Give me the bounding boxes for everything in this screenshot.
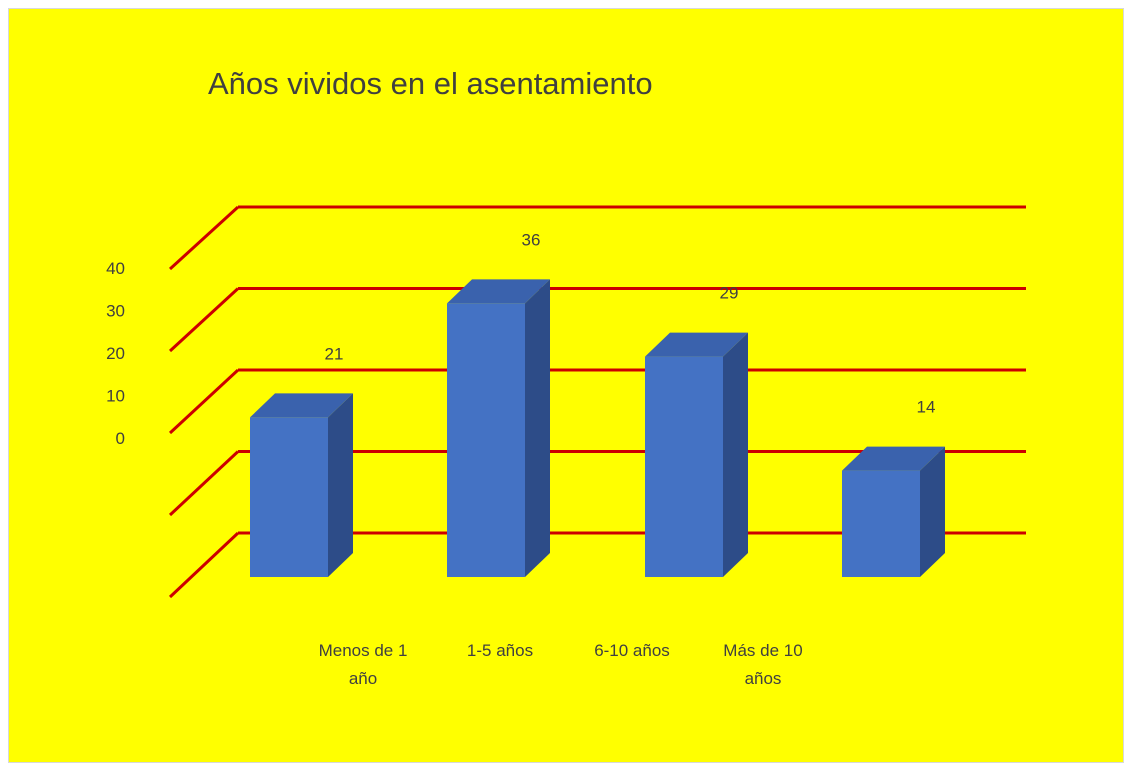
x-category-label: 1-5 años [467, 641, 533, 660]
bar [250, 393, 353, 577]
x-axis-categories: Menos de 1 año 1-5 años 6-10 años Más de 10 a… [319, 641, 803, 688]
y-tick-label: 30 [106, 302, 125, 321]
bar-top [250, 393, 353, 418]
bar-side [328, 393, 353, 577]
bar-front [250, 417, 328, 577]
bar [645, 332, 748, 577]
bar-top [842, 446, 945, 471]
bar-front [842, 470, 920, 577]
bar [447, 279, 550, 577]
gridline-wall [168, 287, 240, 353]
x-category-label: 6-10 años [594, 641, 670, 660]
data-label: 29 [720, 284, 739, 303]
data-label: 21 [325, 344, 344, 363]
bar-front [447, 303, 525, 577]
y-tick-label: 20 [106, 344, 125, 363]
y-tick-label: 10 [106, 387, 125, 406]
data-label: 36 [522, 230, 541, 249]
chart-frame [8, 8, 1124, 763]
bar-side [920, 446, 945, 577]
chart-bars [250, 279, 945, 577]
y-tick-label: 40 [106, 259, 125, 278]
bar-top [645, 332, 748, 357]
gridline-wall [168, 531, 240, 599]
bar [842, 446, 945, 577]
gridline-wall [168, 368, 240, 435]
x-category-label: Menos de 1 año [319, 641, 408, 688]
y-axis-ticks: 40 30 20 10 0 [106, 259, 125, 448]
chart-title: Años vividos en el asentamiento [208, 66, 653, 101]
gridline-wall [168, 450, 240, 517]
gridline-wall [168, 205, 240, 271]
y-tick-label: 0 [116, 429, 125, 448]
data-label: 14 [917, 398, 936, 417]
bar-side [525, 279, 550, 577]
data-labels: 21 36 29 14 [325, 230, 936, 416]
x-category-label: Más de 10 años [723, 641, 802, 688]
bar-side [723, 332, 748, 577]
bar-front [645, 356, 723, 577]
bar-top [447, 279, 550, 304]
